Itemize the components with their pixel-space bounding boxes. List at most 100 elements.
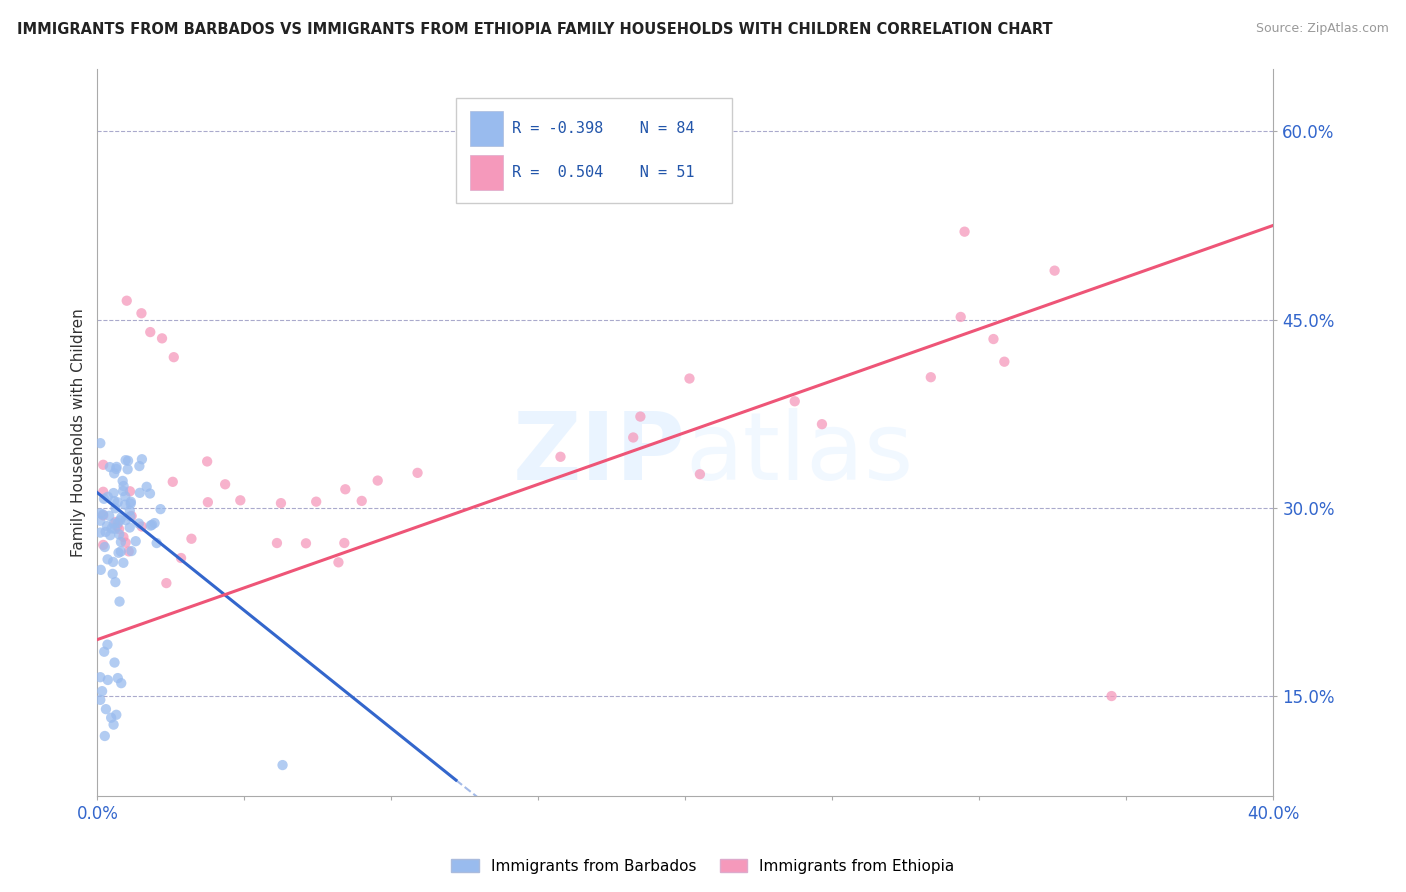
Point — [621, 430, 644, 444]
Text: IMMIGRANTS FROM BARBADOS VS IMMIGRANTS FROM ETHIOPIA FAMILY HOUSEHOLDS WITH CHIL: IMMIGRANTS FROM BARBADOS VS IMMIGRANTS F… — [17, 22, 1053, 37]
Point — [131, 519, 153, 533]
Point — [89, 436, 111, 450]
Point — [145, 536, 167, 550]
Point — [94, 524, 117, 539]
Point — [678, 371, 700, 385]
Point — [1043, 263, 1066, 277]
Point — [104, 515, 127, 529]
Point — [143, 516, 166, 530]
Point — [163, 350, 186, 364]
Point — [689, 467, 711, 482]
Point — [162, 475, 184, 489]
Point — [112, 479, 135, 493]
Point — [112, 483, 135, 498]
Point — [101, 566, 124, 581]
Point — [121, 509, 143, 524]
Point — [270, 496, 292, 510]
Point — [333, 536, 356, 550]
Point — [229, 493, 252, 508]
Point — [170, 551, 193, 566]
Point — [105, 459, 128, 474]
Point — [125, 534, 148, 549]
Point — [103, 467, 125, 481]
Point — [149, 502, 172, 516]
Point — [96, 519, 118, 533]
Point — [115, 293, 138, 308]
Point — [89, 525, 111, 540]
Point — [114, 498, 136, 512]
Point — [128, 459, 150, 474]
Point — [114, 513, 136, 527]
Text: R =  0.504    N = 51: R = 0.504 N = 51 — [512, 165, 695, 180]
Point — [91, 538, 114, 552]
Point — [97, 552, 120, 566]
Point — [118, 520, 141, 534]
Point — [983, 332, 1005, 346]
Point — [105, 707, 128, 722]
Point — [295, 536, 318, 550]
Point — [91, 684, 114, 698]
Point — [108, 522, 131, 536]
Point — [367, 474, 389, 488]
Point — [91, 508, 114, 523]
Point — [93, 491, 115, 506]
Point — [89, 514, 111, 528]
Point — [91, 458, 114, 472]
Point — [89, 693, 111, 707]
Text: ZIP: ZIP — [512, 409, 685, 500]
Point — [110, 510, 132, 524]
Point — [91, 484, 114, 499]
Point — [108, 594, 131, 608]
Point — [97, 490, 120, 504]
Point — [305, 494, 328, 508]
Point — [139, 325, 162, 339]
Point — [100, 711, 122, 725]
Point — [104, 522, 127, 536]
Point — [96, 638, 118, 652]
Point — [150, 331, 173, 345]
Point — [101, 555, 124, 569]
Point — [350, 494, 373, 508]
Point — [783, 394, 806, 409]
Point — [103, 717, 125, 731]
Point — [94, 729, 117, 743]
Point — [139, 518, 162, 533]
Point — [105, 462, 128, 476]
Point — [103, 516, 125, 531]
Point — [195, 454, 218, 468]
Point — [120, 544, 142, 558]
Point — [920, 370, 942, 384]
Point — [118, 484, 141, 499]
Point — [120, 509, 142, 524]
Point — [104, 575, 127, 590]
Point — [949, 310, 972, 324]
Point — [107, 516, 129, 530]
Point — [118, 503, 141, 517]
Point — [110, 676, 132, 690]
FancyBboxPatch shape — [470, 112, 503, 146]
Point — [114, 535, 136, 549]
Point — [1101, 689, 1123, 703]
Point — [266, 536, 288, 550]
Point — [108, 527, 131, 541]
Point — [141, 517, 163, 532]
Point — [406, 466, 429, 480]
Point — [335, 483, 357, 497]
Text: atlas: atlas — [685, 409, 914, 500]
Point — [94, 540, 117, 554]
Point — [94, 702, 117, 716]
Point — [118, 544, 141, 558]
Point — [111, 474, 134, 488]
Point — [953, 225, 976, 239]
Point — [107, 495, 129, 509]
Point — [110, 544, 132, 558]
Point — [90, 563, 112, 577]
Point — [91, 508, 114, 522]
Point — [117, 454, 139, 468]
Point — [89, 507, 111, 521]
Point — [100, 521, 122, 535]
Point — [114, 489, 136, 503]
Point — [550, 450, 572, 464]
Point — [135, 480, 157, 494]
Legend: Immigrants from Barbados, Immigrants from Ethiopia: Immigrants from Barbados, Immigrants fro… — [446, 853, 960, 880]
